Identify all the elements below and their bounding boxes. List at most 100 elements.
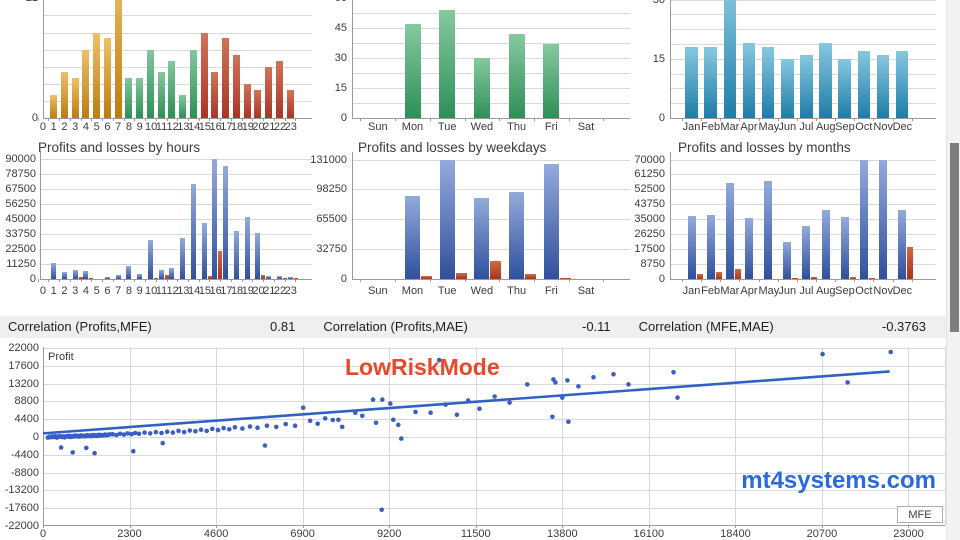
- x-axis-tick-label: 8: [125, 285, 132, 297]
- x-axis-tick-label: 12: [166, 121, 179, 133]
- x-axis-tick: [216, 525, 218, 528]
- x-axis-tick-label: Sat: [577, 121, 595, 133]
- scatter-point: [379, 507, 385, 513]
- x-axis-tick: [48, 279, 50, 282]
- bar-Jul: [800, 54, 813, 118]
- gridline: [352, 73, 630, 74]
- x-axis-tick-label: 3: [72, 121, 79, 133]
- gridline: [352, 189, 630, 191]
- x-axis-line: [670, 118, 936, 119]
- y-axis-tick-label: 13200: [8, 377, 39, 390]
- x-axis-tick-label: Jul: [799, 121, 814, 133]
- x-axis-tick: [835, 118, 837, 121]
- x-axis-tick-label: Apr: [740, 285, 758, 297]
- gridline: [670, 204, 936, 206]
- x-axis-tick-label: 2300: [117, 528, 142, 540]
- scatter-point: [153, 429, 159, 435]
- gridline: [43, 419, 945, 421]
- scatter-point: [292, 423, 298, 429]
- x-axis-tick-label: 16: [209, 285, 222, 297]
- x-axis-tick-label: Dec: [892, 285, 913, 297]
- x-axis-tick-label: 6: [104, 121, 111, 133]
- x-axis-tick-label: 0: [39, 121, 47, 133]
- x-axis-tick: [295, 118, 297, 121]
- scatter-point: [560, 395, 565, 400]
- y-axis-tick-label: 0: [32, 431, 39, 443]
- gridline: [40, 204, 312, 206]
- y-axis-tick-label: 17600: [8, 359, 39, 372]
- loss-bar-Wed: [490, 261, 502, 279]
- gridline: [43, 383, 945, 385]
- y-axis-tick-label: 61250: [634, 168, 665, 181]
- y-axis-tick-label: 22000: [8, 342, 39, 354]
- gridline: [352, 88, 630, 89]
- y-axis-tick-label: -22000: [4, 519, 39, 532]
- loss-bar-10: [153, 277, 158, 279]
- gridline: [389, 347, 391, 525]
- y-axis-tick-label: 15: [652, 52, 665, 65]
- y-axis-tick-label: 52500: [634, 183, 665, 196]
- x-axis-tick-label: 5: [93, 285, 100, 297]
- x-axis-tick-label: 13: [177, 121, 190, 133]
- gridline: [43, 66, 312, 68]
- y-axis-tick-label: 30: [334, 52, 347, 64]
- x-axis-tick-label: Sun: [367, 121, 388, 133]
- plot-right-border: [945, 347, 946, 525]
- x-axis-tick-label: Sep: [835, 121, 855, 133]
- scatter-point: [626, 382, 631, 387]
- gridline: [735, 347, 737, 525]
- y-axis-tick-label: 98250: [316, 183, 347, 196]
- x-axis-tick-label: 23: [284, 285, 297, 297]
- gridline: [43, 32, 312, 34]
- y-axis-tick-label: -13200: [4, 484, 39, 497]
- bar-Thu: [508, 34, 525, 118]
- x-axis-tick: [209, 279, 211, 282]
- loss-bar-11: [164, 275, 169, 279]
- x-axis-tick: [568, 279, 570, 282]
- x-axis-tick: [284, 279, 286, 282]
- chart-title: Profits and losses by months: [678, 140, 851, 155]
- scatter-point: [204, 428, 209, 434]
- scatter-point: [131, 448, 136, 454]
- x-axis-tick: [129, 525, 131, 528]
- vertical-scrollbar[interactable]: [946, 0, 960, 540]
- y-axis-tick-label: -8800: [10, 466, 39, 479]
- y-axis-tick-label: 45000: [5, 213, 36, 226]
- x-axis-tick-label: 14: [187, 285, 201, 297]
- x-axis-tick: [263, 118, 265, 121]
- x-axis-tick-label: 12: [166, 285, 179, 297]
- x-axis-tick: [854, 118, 856, 121]
- bar-Mon: [404, 24, 421, 118]
- x-axis-tick: [112, 279, 114, 282]
- loss-bar-16: [218, 251, 223, 279]
- bar-Nov: [876, 54, 890, 118]
- scatter-point: [255, 425, 260, 431]
- gridline: [648, 347, 650, 525]
- x-axis-tick-label: Aug: [815, 285, 836, 297]
- profit-bar-Jan: [687, 215, 696, 279]
- scatter-point: [164, 429, 170, 435]
- scrollbar-thumb[interactable]: [950, 143, 959, 332]
- x-axis-tick: [777, 118, 779, 121]
- profit-bar-Fri: [543, 164, 559, 279]
- x-axis-tick: [758, 279, 760, 282]
- profit-bar-4: [83, 271, 89, 279]
- gridline: [908, 347, 910, 525]
- loss-bar-20: [261, 275, 266, 279]
- scatter-point: [428, 410, 433, 416]
- gridline: [670, 159, 936, 161]
- bar-Jun: [781, 58, 794, 118]
- x-axis-tick-label: 4: [82, 121, 89, 133]
- loss-bar-Dec: [907, 246, 914, 279]
- loss-bar-Mar: [734, 269, 741, 279]
- x-axis-tick-label: 0: [39, 528, 47, 540]
- x-axis-tick: [735, 525, 737, 528]
- loss-bar-Fri: [559, 278, 571, 279]
- x-axis-tick: [43, 525, 44, 528]
- x-axis-tick-label: 2: [61, 121, 68, 133]
- x-axis-tick-label: 15: [198, 121, 211, 133]
- scatter-point: [125, 431, 130, 436]
- profit-bar-6: [104, 277, 110, 279]
- scatter-point: [388, 401, 393, 406]
